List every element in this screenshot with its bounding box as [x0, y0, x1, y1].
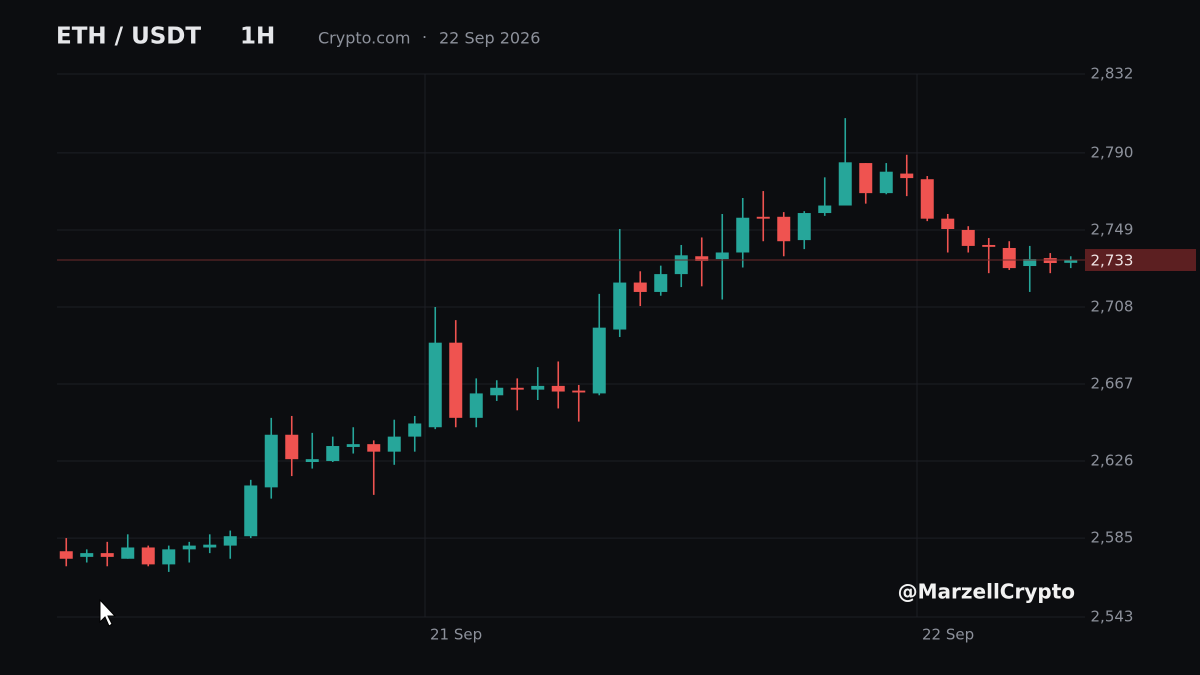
separator: ·: [422, 28, 427, 47]
candle-body: [592, 327, 606, 394]
candle-body: [961, 229, 975, 246]
y-tick-label: 2,832: [1091, 65, 1134, 83]
candle-body: [326, 446, 340, 462]
y-tick-label: 2,708: [1091, 297, 1134, 315]
candles: [59, 118, 1078, 572]
candle-body: [469, 393, 483, 418]
candle-body: [100, 553, 114, 557]
x-tick-label: 22 Sep: [922, 626, 974, 644]
candle-body: [531, 385, 545, 390]
source: Crypto.com: [318, 29, 410, 48]
y-tick-label: 2,790: [1091, 143, 1134, 161]
candle-body: [1043, 258, 1057, 264]
candle-body: [654, 274, 668, 292]
candle-body: [305, 459, 319, 462]
candle-body: [1002, 247, 1016, 269]
candle-body: [162, 549, 176, 565]
candle-body: [941, 218, 955, 230]
candle-body: [756, 216, 770, 219]
candle-body: [141, 547, 155, 565]
candle-body: [818, 205, 832, 214]
y-tick-label: 2,749: [1091, 220, 1134, 238]
cursor: [99, 598, 117, 627]
candle-body: [59, 551, 73, 559]
candle-body: [367, 444, 381, 452]
y-tick-label: 2,667: [1091, 375, 1134, 393]
last-price-box: [1085, 249, 1196, 272]
candle-body: [428, 342, 442, 428]
candle-body: [449, 342, 463, 418]
candle-body: [736, 217, 750, 253]
x-tick-label: 21 Sep: [430, 626, 482, 644]
candle-body: [633, 282, 647, 292]
date: 22 Sep 2026: [439, 29, 540, 48]
candle-body: [1064, 260, 1078, 263]
candle-body: [223, 536, 237, 546]
y-tick-label: 2,543: [1091, 608, 1134, 626]
candle-body: [879, 171, 893, 194]
candle-body: [715, 252, 729, 260]
candle-body: [1023, 259, 1037, 267]
candle-body: [777, 216, 791, 242]
candle-body: [285, 434, 299, 460]
watermark: @MarzellCrypto: [898, 580, 1075, 604]
candle-body: [838, 162, 852, 206]
grid: [57, 73, 1085, 618]
candle-body: [387, 436, 401, 452]
candle-body: [510, 387, 524, 390]
candle-body: [695, 256, 709, 261]
candle-body: [408, 423, 422, 437]
candle-body: [551, 385, 565, 392]
last-price-label: 2,733: [1091, 252, 1134, 270]
candle-body: [80, 553, 94, 557]
candle-body: [982, 244, 996, 247]
candle-body: [121, 547, 135, 559]
candle-body: [613, 282, 627, 330]
y-tick-label: 2,626: [1091, 452, 1134, 470]
interval: 1H: [240, 24, 275, 50]
candle-body: [203, 544, 217, 548]
candle-body: [674, 255, 688, 275]
candle-body: [859, 163, 873, 194]
candle-body: [797, 213, 811, 241]
candle-body: [264, 434, 278, 488]
candle-body: [920, 179, 934, 219]
candle-body: [490, 387, 504, 396]
candle-body: [182, 545, 196, 550]
candle-body: [572, 390, 586, 393]
candle-body: [346, 444, 360, 447]
candle-body: [244, 485, 258, 537]
chart-title: ETH / USDT: [56, 24, 201, 50]
candle-body: [900, 173, 914, 179]
y-tick-label: 2,585: [1091, 529, 1134, 547]
